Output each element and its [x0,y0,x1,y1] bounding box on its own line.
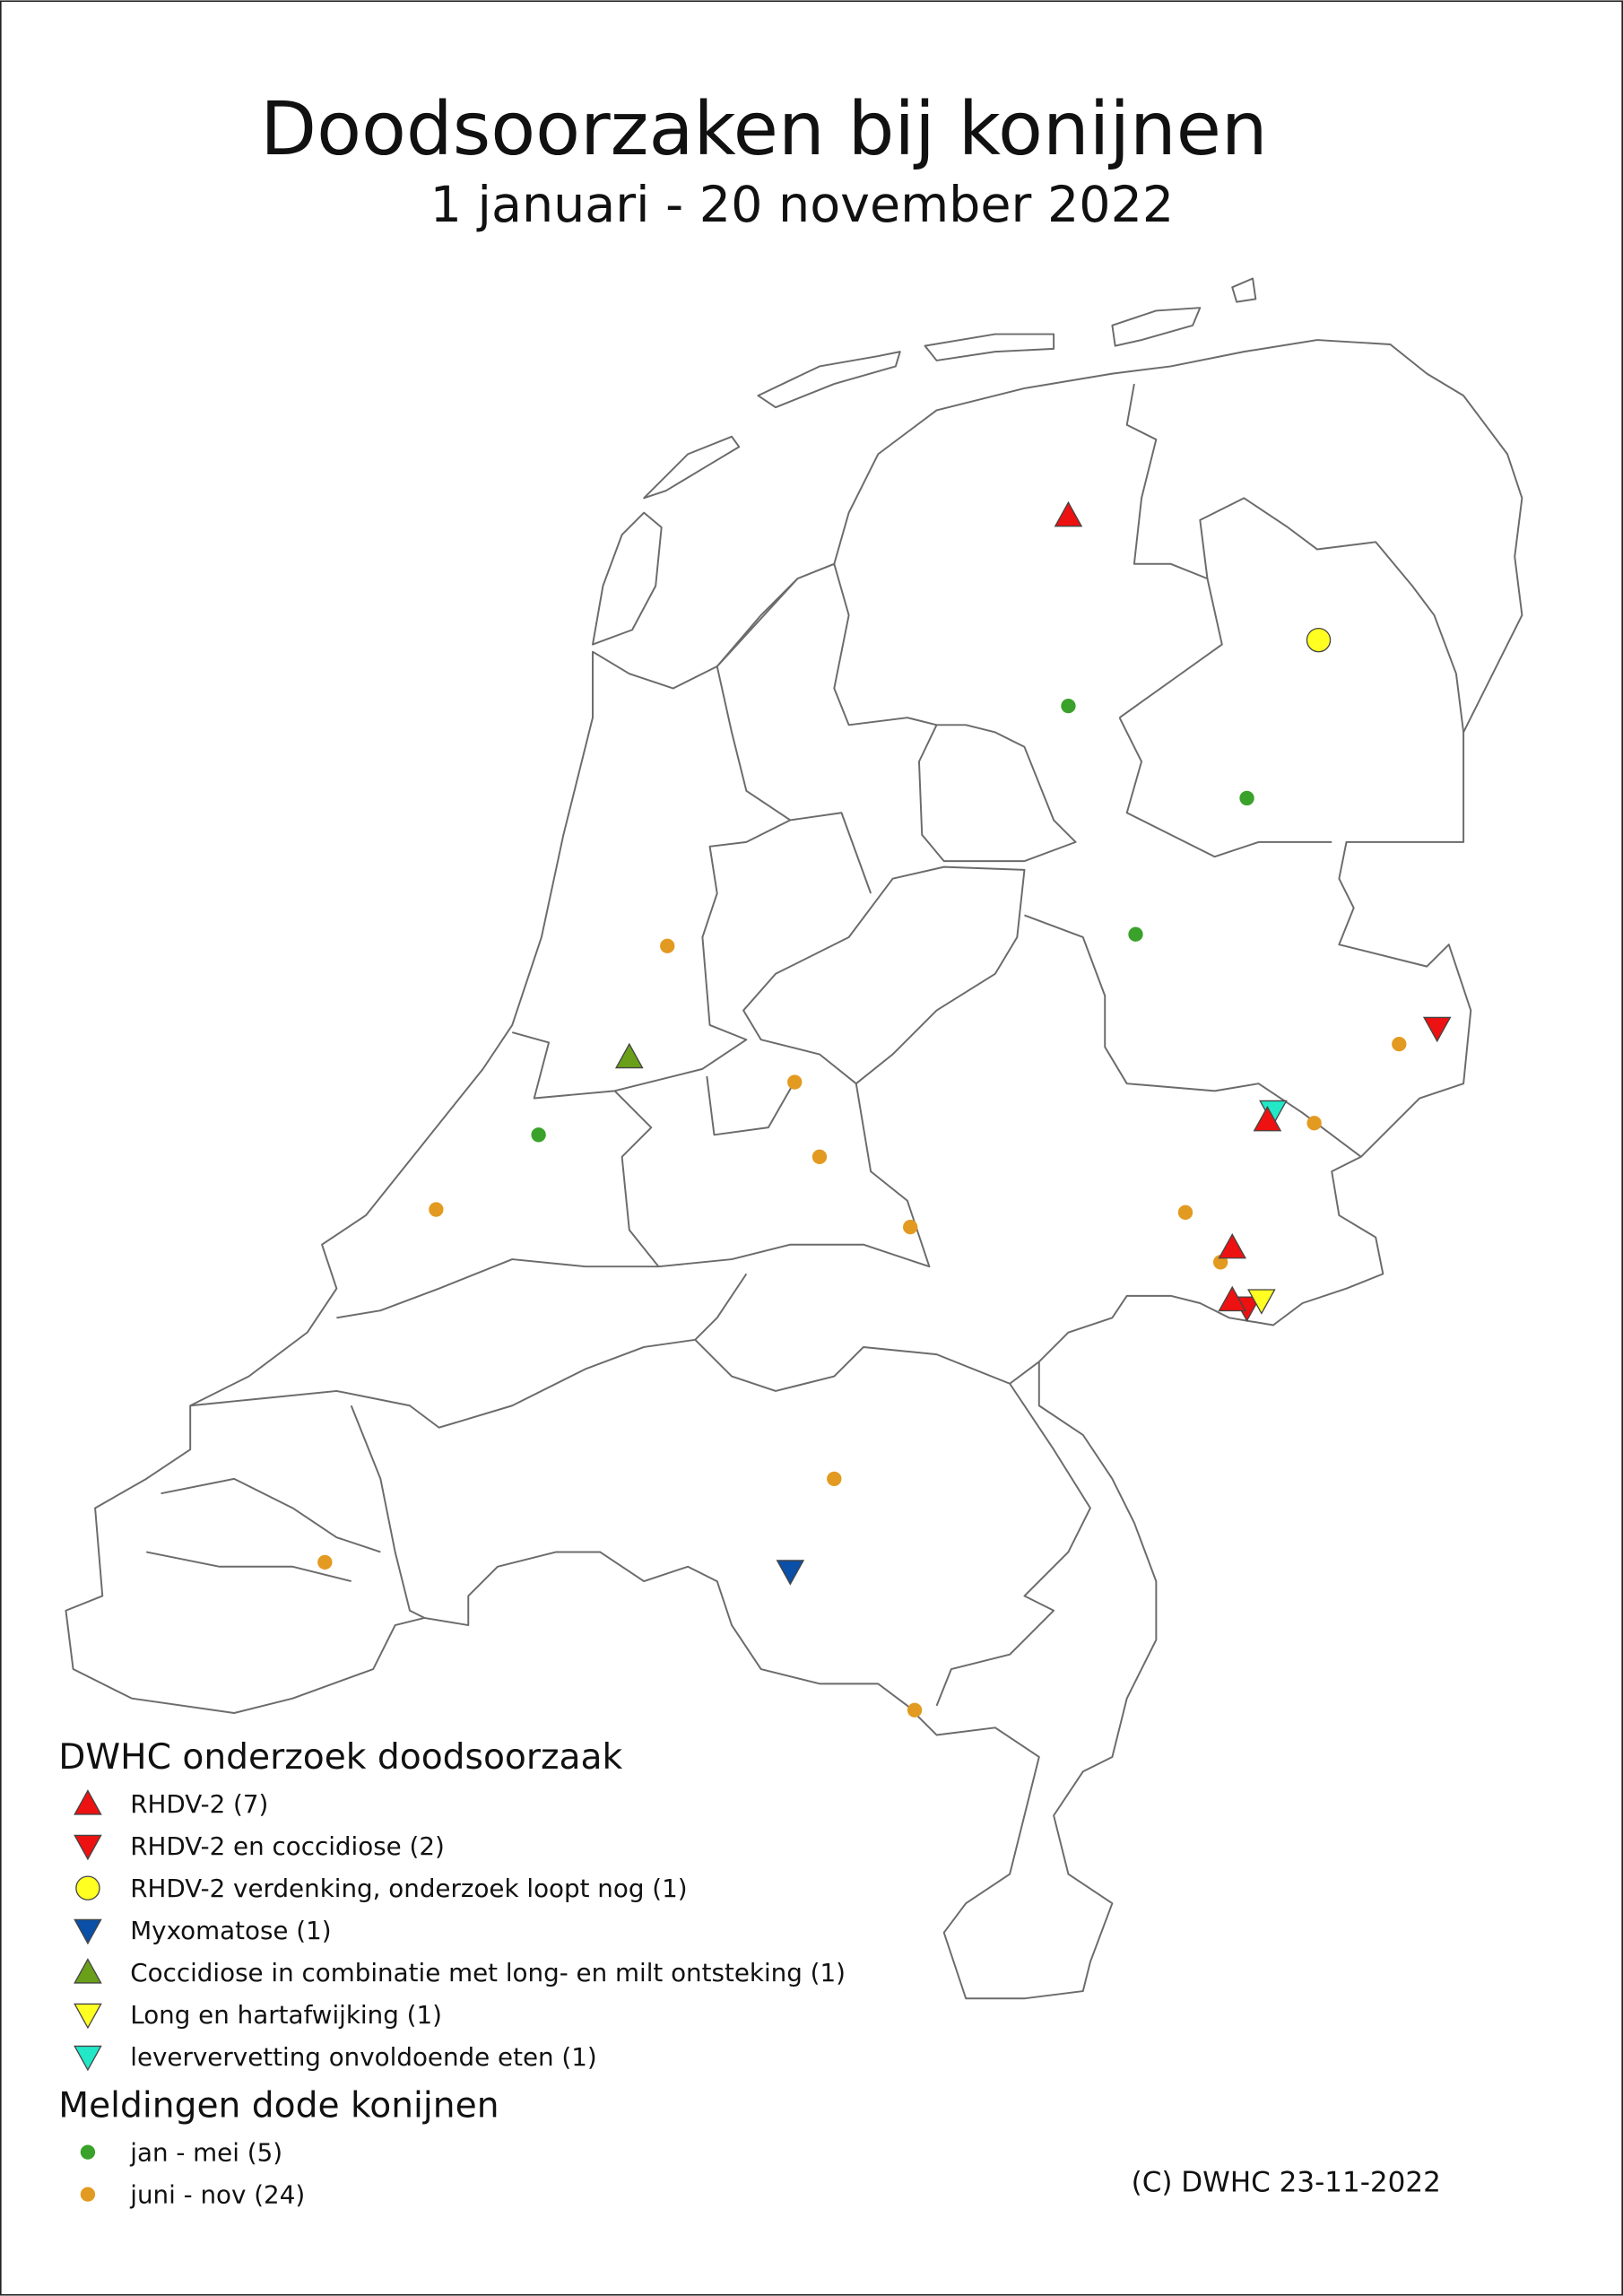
province-border [1199,497,1465,733]
legend-symbol [74,1789,102,1815]
map-marker [531,1127,546,1143]
map-marker [1061,698,1076,714]
legend: DWHC onderzoek doodsoorzaak RHDV-2 (7) RHD… [58,1737,846,2209]
map-marker [827,1471,842,1487]
province-border [716,665,872,894]
map-marker [1239,790,1254,806]
map-marker [903,1219,918,1235]
legend-label: RHDV-2 verdenking, onderzoek loopt nog (… [130,1874,687,1903]
province-border [935,1383,1091,1707]
map-marker [1253,1105,1282,1132]
map-marker [660,938,675,953]
map-marker [1218,1232,1247,1259]
map-marker [776,1560,805,1586]
ijsselmeer-shore [716,562,1077,863]
province-border [1118,717,1332,858]
province-border [1024,914,1362,1158]
map-marker [1306,627,1332,653]
province-border [511,819,791,1100]
legend-title: Meldingen dode konijnen [58,2085,499,2126]
legend-label: juni - nov (24) [129,2179,305,2209]
province-border [146,1405,425,1619]
map-marker [812,1149,828,1164]
legend-symbol [74,1918,102,1945]
island [1111,307,1202,347]
island [924,333,1055,361]
legend-symbol [80,2144,96,2160]
island [757,351,901,409]
map-marker [907,1702,923,1718]
map-title: Doodsoorzaken bij konijnen [260,87,1267,172]
map-marker [1392,1036,1407,1052]
legend-label: leververvetting onvoldoende eten (1) [130,2042,596,2072]
legend-symbol [74,2045,102,2072]
legend-symbol [74,2003,102,2030]
province-border [336,1258,1040,1392]
legend-label: RHDV-2 en coccidiose (2) [130,1831,445,1861]
map-marker [1218,1285,1247,1312]
island [643,435,741,500]
province-border [190,1338,696,1429]
map-marker [317,1554,333,1570]
markers [317,500,1452,1718]
map-marker [615,1042,644,1069]
map-marker [1422,1016,1452,1043]
island [1231,277,1257,303]
legend-label: RHDV-2 (7) [130,1789,268,1819]
map-marker [1128,926,1143,942]
legend-title: DWHC onderzoek doodsoorzaak [58,1737,622,1778]
credit: (C) DWHC 23-11-2022 [1132,2167,1441,2199]
map-marker [1306,1116,1322,1131]
legend-label: Long en hartafwijking (1) [130,2000,442,2030]
province-border [706,1075,799,1136]
map-marker [1247,1289,1276,1315]
map-subtitle: 1 januari - 20 november 2022 [430,176,1175,234]
map-marker [787,1074,803,1090]
legend-label: Coccidiose in combinatie met long- en mi… [130,1958,846,1987]
legend-symbol [80,2187,96,2202]
mainland [65,339,1523,2000]
map-marker [1177,1205,1193,1220]
legend-label: Myxomatose (1) [130,1916,331,1945]
map-marker [429,1202,444,1217]
legend-symbol [74,1958,102,1984]
province-border [1118,383,1223,718]
island [592,511,663,646]
netherlands-map [65,277,1523,2000]
map-marker [1054,500,1083,527]
legend-symbol [75,1875,100,1900]
legend-symbol [74,1834,102,1861]
flevoland [742,865,1026,1085]
legend-label: jan - mei (5) [129,2137,282,2167]
province-border [613,1083,931,1268]
